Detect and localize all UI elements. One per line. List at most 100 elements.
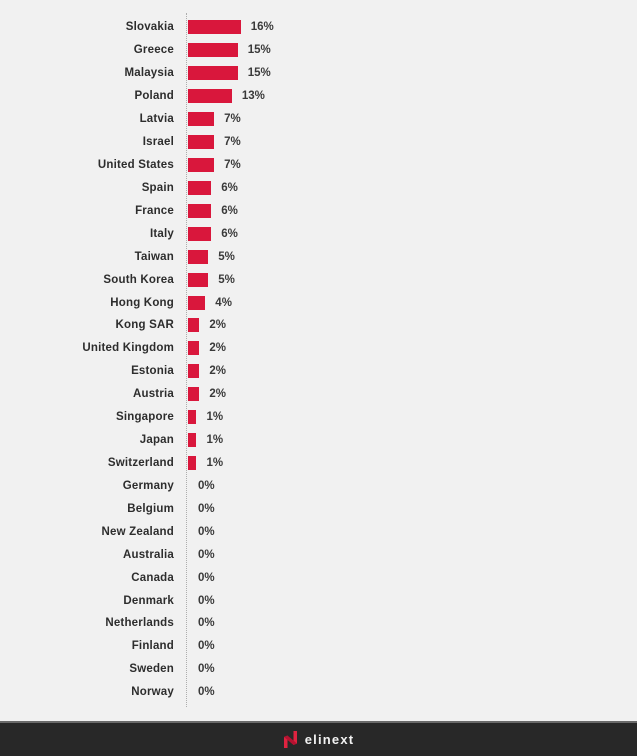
country-label: South Korea: [103, 273, 174, 286]
country-label: Germany: [122, 479, 174, 492]
value-label: 0%: [198, 617, 215, 630]
bar-area: 0%: [188, 479, 215, 493]
bar-area: 7%: [188, 157, 241, 172]
value-label: 2%: [209, 342, 227, 355]
country-label: Denmark: [123, 594, 174, 607]
value-label: 15%: [247, 44, 271, 57]
value-label: 2%: [209, 388, 227, 401]
bar-area: 0%: [188, 571, 215, 585]
bar-area: 1%: [188, 455, 224, 470]
country-label: Spain: [141, 181, 174, 194]
bar-area: 4%: [188, 295, 232, 310]
value-label: 1%: [206, 411, 224, 424]
value-label: 1%: [206, 456, 224, 469]
country-label: Hong Kong: [110, 296, 174, 309]
chart-row: Denmark 0%: [0, 589, 637, 612]
bar: [188, 203, 212, 218]
country-label: Poland: [134, 90, 174, 103]
chart-row: Hong Kong 4%: [0, 291, 637, 314]
chart-row: France 6%: [0, 199, 637, 222]
bar: [188, 157, 215, 172]
country-label: Switzerland: [107, 456, 174, 469]
horizontal-bar-chart: Slovakia 16% Greece 15% Malaysia 15% Pol…: [0, 16, 637, 704]
bar-area: 0%: [188, 685, 215, 699]
chart-row: Taiwan 5%: [0, 245, 637, 268]
value-label: 6%: [221, 204, 238, 217]
bar-area: 6%: [188, 180, 238, 195]
bar-area: 0%: [188, 548, 215, 562]
bar: [188, 295, 206, 310]
country-label: Taiwan: [134, 250, 174, 263]
country-label: Malaysia: [124, 67, 174, 80]
chart-row: Australia 0%: [0, 543, 637, 566]
bar: [188, 226, 212, 241]
bar: [188, 455, 197, 470]
bar-area: 5%: [188, 272, 235, 287]
value-label: 6%: [221, 181, 238, 194]
country-label: Kong SAR: [115, 319, 174, 332]
chart-row: Israel 7%: [0, 131, 637, 154]
value-label: 0%: [198, 548, 215, 561]
bar-area: 0%: [188, 594, 215, 608]
country-label: Estonia: [131, 365, 174, 378]
bar-area: 0%: [188, 525, 215, 539]
bar-area: 2%: [188, 387, 227, 402]
value-label: 5%: [218, 250, 235, 263]
chart-row: Japan 1%: [0, 429, 637, 452]
bar: [188, 112, 215, 127]
bar-area: 0%: [188, 662, 215, 676]
chart-row: Latvia 7%: [0, 108, 637, 131]
country-label: Norway: [131, 686, 174, 699]
value-label: 0%: [198, 502, 215, 515]
chart-row: Canada 0%: [0, 566, 637, 589]
country-label: Latvia: [139, 113, 174, 126]
bar: [188, 364, 200, 379]
chart-row: Finland 0%: [0, 635, 637, 658]
chart-row: Greece 15%: [0, 39, 637, 62]
value-label: 0%: [198, 594, 215, 607]
chart-row: South Korea 5%: [0, 268, 637, 291]
value-label: 0%: [198, 525, 215, 538]
country-label: Belgium: [127, 502, 174, 515]
bar-area: 2%: [188, 364, 226, 379]
value-label: 0%: [198, 640, 215, 653]
chart-row: Kong SAR 2%: [0, 314, 637, 337]
chart-row: Austria 2%: [0, 383, 637, 406]
bar-area: 15%: [188, 43, 271, 58]
bar-area: 0%: [188, 639, 215, 653]
bar-area: 7%: [188, 112, 241, 127]
chart-row: United States 7%: [0, 154, 637, 177]
chart-row: Norway 0%: [0, 681, 637, 704]
country-label: Australia: [122, 548, 174, 561]
value-label: 7%: [224, 113, 241, 126]
country-label: France: [135, 204, 174, 217]
bar: [188, 180, 212, 195]
bar: [188, 341, 200, 356]
bar-area: 2%: [188, 341, 227, 356]
bar: [188, 433, 197, 448]
bar-area: 1%: [188, 433, 223, 448]
brand-name: elinext: [304, 732, 355, 747]
chart-row: Belgium 0%: [0, 497, 637, 520]
bar: [188, 272, 209, 287]
bar: [188, 387, 200, 402]
bar-area: 13%: [188, 89, 265, 104]
chart-row: Switzerland 1%: [0, 452, 637, 475]
value-label: 2%: [209, 319, 227, 332]
country-label: United Kingdom: [82, 342, 174, 355]
bar-area: 5%: [188, 249, 235, 264]
chart-row: Sweden 0%: [0, 658, 637, 681]
value-label: 0%: [198, 571, 215, 584]
bar: [188, 43, 238, 58]
country-label: Israel: [142, 136, 174, 149]
chart-row: Netherlands 0%: [0, 612, 637, 635]
value-label: 0%: [198, 663, 215, 676]
bar-area: 15%: [188, 66, 271, 81]
bar-area: 0%: [188, 502, 215, 516]
value-label: 13%: [241, 90, 265, 103]
bar-area: 16%: [188, 20, 274, 35]
value-label: 15%: [247, 67, 271, 80]
value-label: 4%: [215, 296, 232, 309]
country-label: Greece: [133, 44, 174, 57]
value-label: 16%: [250, 21, 274, 34]
